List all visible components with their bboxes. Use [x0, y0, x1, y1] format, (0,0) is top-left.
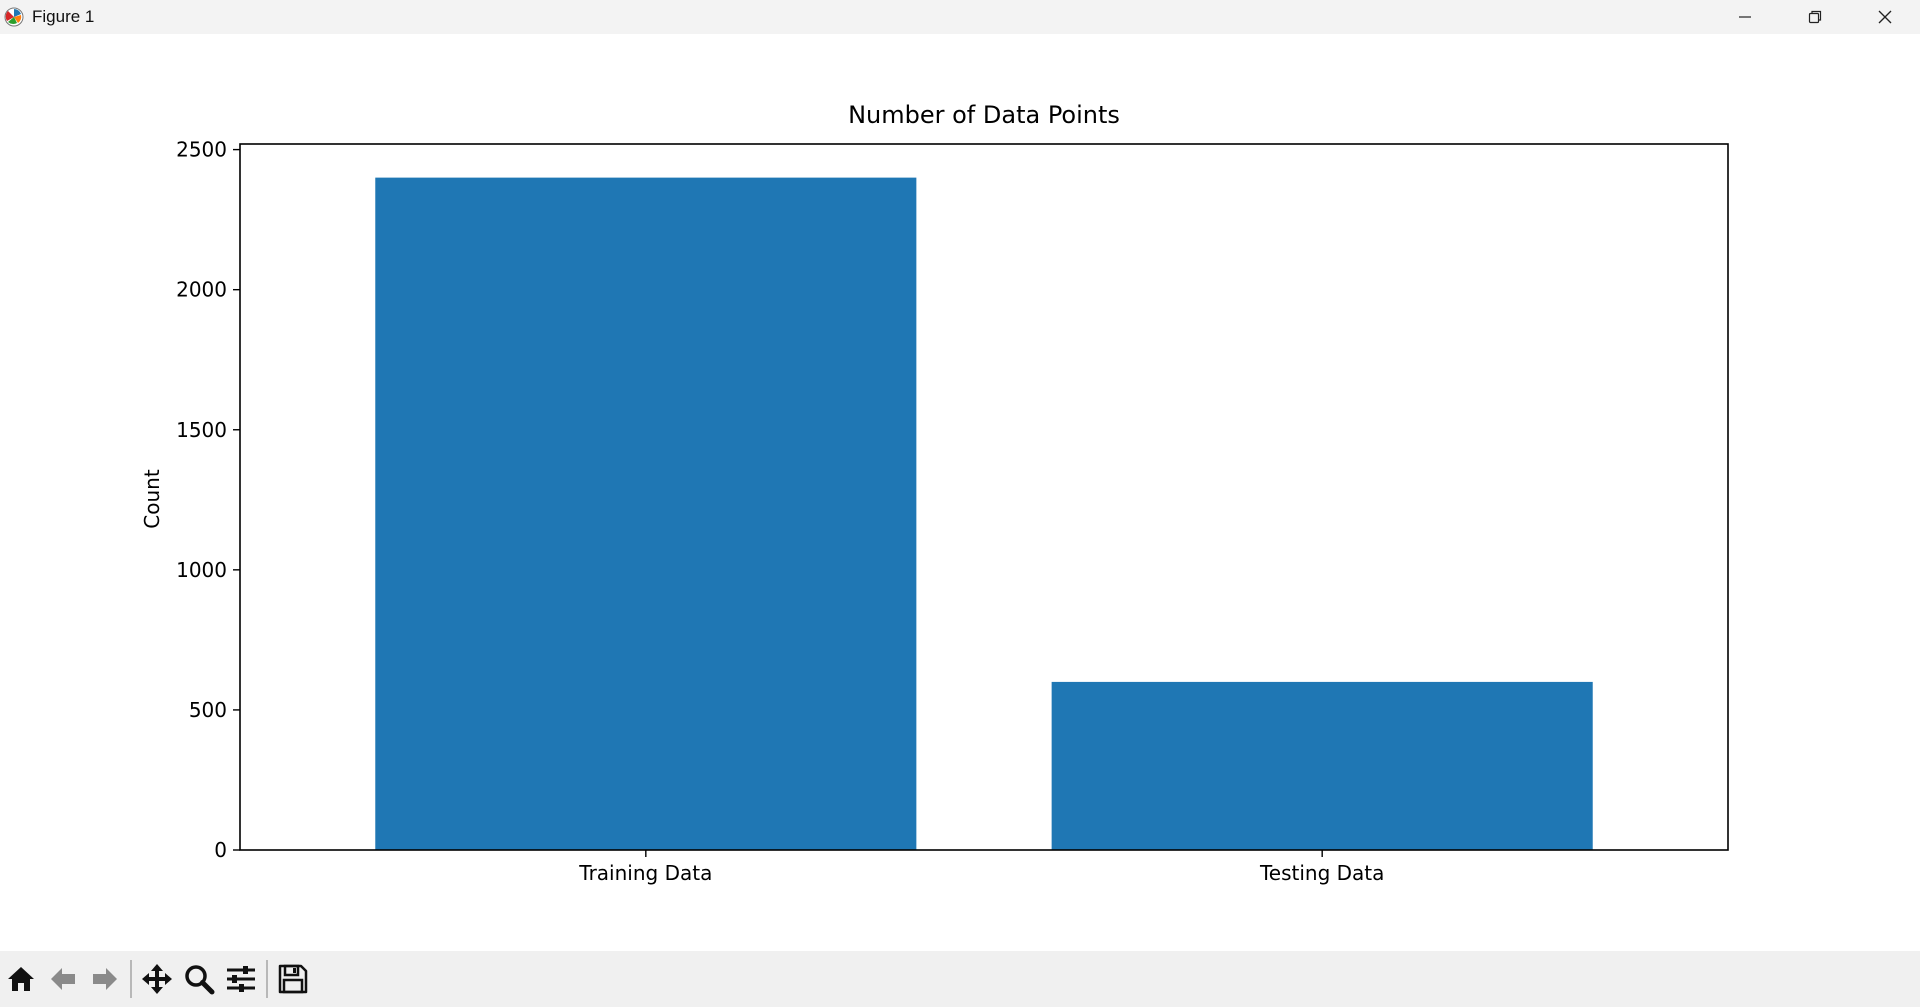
forward-button[interactable] [84, 956, 126, 1002]
pan-icon [142, 964, 172, 994]
forward-arrow-icon [93, 968, 117, 990]
home-icon [8, 967, 34, 991]
x-axis-ticks: Training Data Testing Data [578, 850, 1384, 885]
restore-button[interactable] [1780, 0, 1850, 34]
figure-canvas[interactable]: Number of Data Points Count 0 500 1000 1500… [0, 34, 1920, 951]
zoom-icon [185, 965, 215, 995]
x-tick-label: Training Data [578, 861, 712, 885]
navigation-toolbar [0, 951, 1920, 1007]
toolbar-separator [130, 960, 132, 998]
window-controls [1710, 0, 1920, 34]
home-button[interactable] [0, 956, 42, 1002]
back-button[interactable] [42, 956, 84, 1002]
bars-group [375, 177, 1593, 851]
configure-subplots-button[interactable] [220, 956, 262, 1002]
save-icon [278, 964, 308, 994]
chart-title: Number of Data Points [848, 101, 1120, 129]
minimize-button[interactable] [1710, 0, 1780, 34]
y-tick-label: 2000 [176, 278, 227, 302]
bar-testing-data [1051, 681, 1593, 850]
title-bar[interactable]: Figure 1 [0, 0, 1920, 34]
window-title: Figure 1 [32, 7, 95, 26]
save-button[interactable] [272, 956, 314, 1002]
zoom-button[interactable] [178, 956, 220, 1002]
y-tick-label: 0 [214, 838, 227, 862]
matplotlib-logo-icon [2, 5, 26, 29]
back-arrow-icon [51, 968, 75, 990]
y-axis-ticks: 0 500 1000 1500 2000 2500 [176, 138, 240, 862]
minimize-icon [1739, 16, 1751, 18]
bar-chart: Number of Data Points Count 0 500 1000 1500… [140, 101, 1729, 885]
axes-frame [239, 143, 1729, 851]
x-tick-label: Testing Data [1259, 861, 1384, 885]
y-tick-label: 500 [189, 698, 227, 722]
toolbar-separator [266, 960, 268, 998]
close-button[interactable] [1850, 0, 1920, 34]
restore-icon [1808, 10, 1822, 24]
close-icon [1878, 10, 1892, 24]
y-tick-label: 2500 [176, 138, 227, 162]
y-tick-label: 1500 [176, 418, 227, 442]
pan-button[interactable] [136, 956, 178, 1002]
y-tick-label: 1000 [176, 558, 227, 582]
bar-training-data [375, 177, 917, 851]
configure-subplots-icon [227, 966, 255, 992]
y-axis-label: Count [140, 469, 164, 529]
